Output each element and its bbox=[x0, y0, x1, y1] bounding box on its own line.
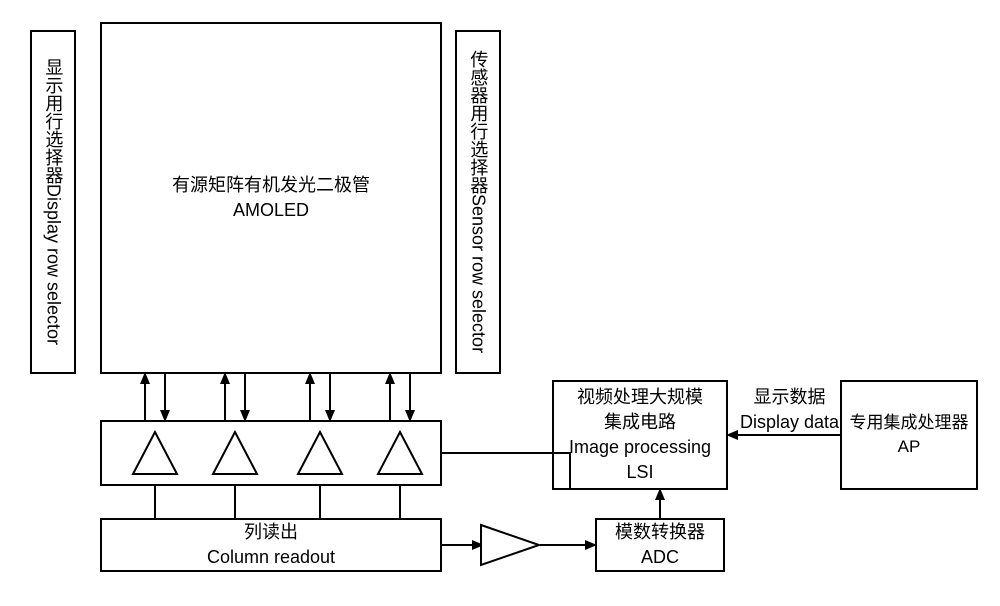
display-data-label: 显示数据 Display data bbox=[740, 385, 839, 435]
lsi-cn1: 视频处理大规模 bbox=[577, 385, 703, 410]
sensor-row-selector-en: Sensor row selector bbox=[464, 194, 493, 353]
sensor-row-selector-cn: 传感器用行选择器 bbox=[464, 50, 493, 194]
column-readout-block: 列读出 Column readout bbox=[100, 518, 442, 572]
adc-cn: 模数转换器 bbox=[615, 520, 705, 545]
lsi-en2: LSI bbox=[626, 460, 653, 485]
display-data-cn: 显示数据 bbox=[740, 385, 839, 410]
lsi-cn2: 集成电路 bbox=[604, 410, 676, 435]
adc-en: ADC bbox=[641, 545, 679, 570]
ap-block: 专用集成处理器 AP bbox=[840, 380, 978, 490]
display-row-selector-en: Display row selector bbox=[39, 184, 68, 345]
lsi-en1: Image processing bbox=[569, 435, 711, 460]
display-data-en: Display data bbox=[740, 410, 839, 435]
lsi-block: 视频处理大规模 集成电路 Image processing LSI bbox=[552, 380, 728, 490]
sensor-row-selector-block: 传感器用行选择器 Sensor row selector bbox=[455, 30, 501, 374]
display-row-selector-cn: 显示用行选择器 bbox=[39, 58, 68, 184]
ap-en: AP bbox=[898, 435, 921, 459]
amoled-en: AMOLED bbox=[233, 198, 309, 223]
adc-block: 模数转换器 ADC bbox=[595, 518, 725, 572]
column-readout-cn: 列读出 bbox=[244, 520, 298, 545]
ap-cn: 专用集成处理器 bbox=[850, 411, 969, 435]
amoled-block: 有源矩阵有机发光二极管 AMOLED bbox=[100, 22, 442, 374]
amoled-cn: 有源矩阵有机发光二极管 bbox=[172, 173, 370, 198]
driver-row-block bbox=[100, 420, 442, 486]
column-readout-en: Column readout bbox=[207, 545, 335, 570]
display-row-selector-block: 显示用行选择器 Display row selector bbox=[30, 30, 76, 374]
